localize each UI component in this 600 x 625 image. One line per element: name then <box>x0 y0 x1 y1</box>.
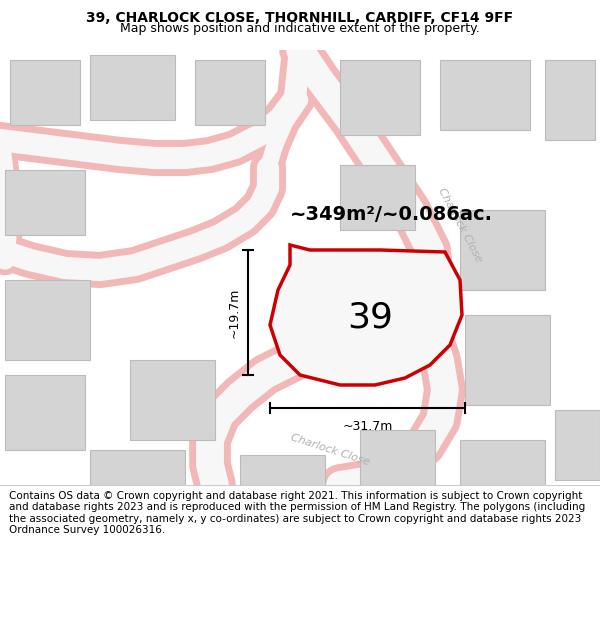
Polygon shape <box>340 165 415 230</box>
Text: ~31.7m: ~31.7m <box>343 419 392 432</box>
Polygon shape <box>130 360 215 440</box>
Polygon shape <box>90 450 185 485</box>
Polygon shape <box>465 315 550 405</box>
Polygon shape <box>10 60 80 125</box>
Polygon shape <box>340 60 420 135</box>
Polygon shape <box>240 455 325 485</box>
Polygon shape <box>555 410 600 480</box>
Polygon shape <box>545 60 595 140</box>
Text: Charlock Close: Charlock Close <box>436 186 484 264</box>
Polygon shape <box>195 60 265 125</box>
Text: ~19.7m: ~19.7m <box>227 288 241 338</box>
Polygon shape <box>90 55 175 120</box>
Polygon shape <box>360 430 435 485</box>
Polygon shape <box>460 210 545 290</box>
Text: ~349m²/~0.086ac.: ~349m²/~0.086ac. <box>290 206 493 224</box>
Polygon shape <box>5 170 85 235</box>
Polygon shape <box>5 375 85 450</box>
Text: 39, CHARLOCK CLOSE, THORNHILL, CARDIFF, CF14 9FF: 39, CHARLOCK CLOSE, THORNHILL, CARDIFF, … <box>86 11 514 25</box>
Text: Charlock Close: Charlock Close <box>289 432 371 468</box>
Text: Contains OS data © Crown copyright and database right 2021. This information is : Contains OS data © Crown copyright and d… <box>9 491 585 536</box>
Polygon shape <box>440 60 530 130</box>
Polygon shape <box>460 440 545 485</box>
Polygon shape <box>5 280 90 360</box>
Text: Map shows position and indicative extent of the property.: Map shows position and indicative extent… <box>120 22 480 35</box>
Text: 39: 39 <box>347 301 393 335</box>
Polygon shape <box>270 245 462 385</box>
